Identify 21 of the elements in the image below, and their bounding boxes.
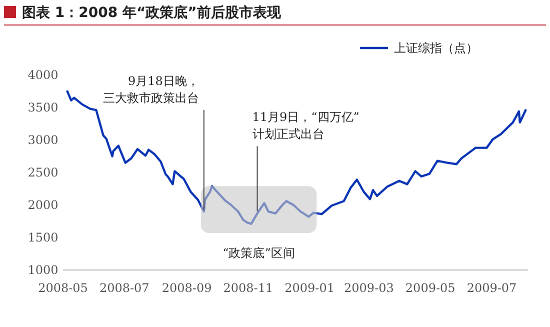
x-tick-label: 2008-05 <box>38 281 88 295</box>
annotation: 11月9日，“四万亿”计划正式出台 <box>252 110 360 142</box>
line-series <box>66 90 528 225</box>
legend-label: 上证综指（点） <box>394 41 478 55</box>
y-tick-label: 3500 <box>28 100 58 114</box>
x-tick-label: 2009-03 <box>344 281 394 295</box>
y-tick-label: 1500 <box>28 230 58 244</box>
chart-title: 图表 1：2008 年“政策底”前后股市表现 <box>22 4 282 21</box>
y-tick-label: 3000 <box>28 133 58 147</box>
x-tick-label: 2009-01 <box>284 281 335 295</box>
band-label: “政策底”区间 <box>222 246 295 260</box>
annotation: 9月18日晚，三大救市政策出台 <box>102 74 199 105</box>
x-tick-label: 2008-09 <box>162 281 212 295</box>
x-tick-label: 2008-11 <box>223 281 274 295</box>
y-tick-label: 2000 <box>28 198 58 212</box>
y-tick-label: 2500 <box>28 166 58 180</box>
y-tick-label: 1000 <box>28 263 58 277</box>
x-tick-label: 2009-07 <box>466 281 517 295</box>
x-tick-label: 2008-07 <box>99 281 150 295</box>
y-tick-label: 4000 <box>28 68 58 82</box>
x-tick-label: 2009-05 <box>405 281 456 295</box>
